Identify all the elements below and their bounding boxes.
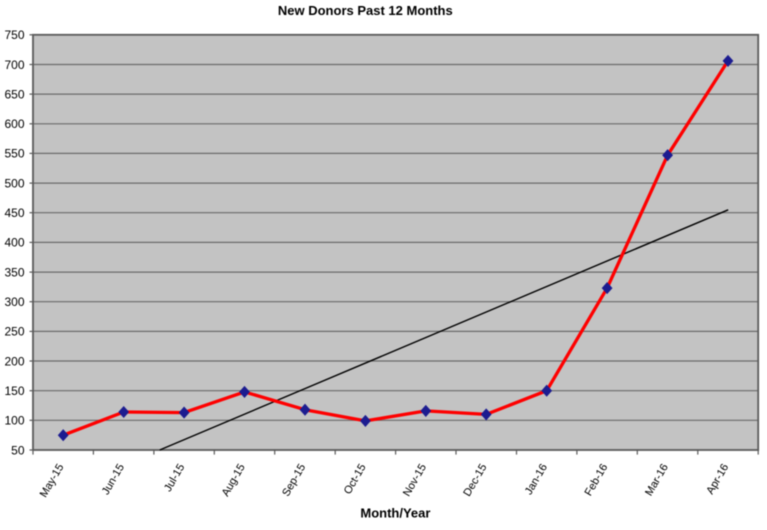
svg-text:700: 700 bbox=[4, 58, 24, 72]
svg-text:50: 50 bbox=[11, 443, 25, 457]
svg-text:100: 100 bbox=[4, 414, 24, 428]
svg-text:250: 250 bbox=[4, 325, 24, 339]
svg-text:150: 150 bbox=[4, 384, 24, 398]
svg-text:400: 400 bbox=[4, 236, 24, 250]
svg-text:450: 450 bbox=[4, 206, 24, 220]
svg-text:600: 600 bbox=[4, 117, 24, 131]
svg-text:New Donors Past 12 Months: New Donors Past 12 Months bbox=[278, 3, 453, 18]
svg-text:300: 300 bbox=[4, 295, 24, 309]
svg-text:200: 200 bbox=[4, 354, 24, 368]
svg-text:550: 550 bbox=[4, 147, 24, 161]
svg-text:350: 350 bbox=[4, 265, 24, 279]
svg-text:Month/Year: Month/Year bbox=[360, 505, 430, 520]
svg-text:650: 650 bbox=[4, 87, 24, 101]
svg-text:500: 500 bbox=[4, 176, 24, 190]
svg-text:750: 750 bbox=[4, 28, 24, 42]
